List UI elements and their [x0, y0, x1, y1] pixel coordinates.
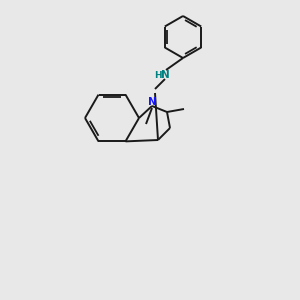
Text: N: N: [148, 97, 156, 107]
Text: H: H: [154, 70, 162, 80]
Text: N: N: [160, 70, 169, 80]
